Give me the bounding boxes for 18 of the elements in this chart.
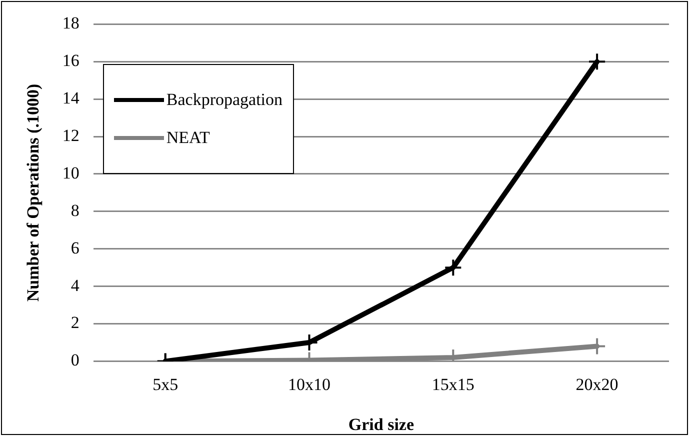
y-tick-label: 6 — [70, 238, 80, 258]
y-tick-label: 2 — [70, 313, 80, 332]
legend-label: Backpropagation — [166, 90, 283, 110]
y-tick-label: 16 — [62, 51, 80, 70]
legend-label: NEAT — [166, 128, 210, 148]
x-axis-title: Grid size — [348, 415, 414, 434]
x-tick-label: 15x15 — [432, 374, 474, 394]
x-tick-label: 10x10 — [288, 374, 330, 394]
y-tick-label: 10 — [62, 163, 80, 182]
y-tick-label: 4 — [70, 276, 80, 295]
y-tick-label: 0 — [70, 350, 80, 370]
y-tick-label: 18 — [62, 14, 80, 33]
x-tick-label: 5x5 — [152, 374, 178, 394]
y-tick-label: 12 — [62, 126, 80, 145]
y-tick-label: 14 — [62, 88, 80, 108]
y-tick-label: 8 — [70, 200, 80, 220]
y-axis-title: Number of Operations (.1000) — [24, 84, 43, 302]
x-tick-label: 20x20 — [576, 374, 618, 394]
